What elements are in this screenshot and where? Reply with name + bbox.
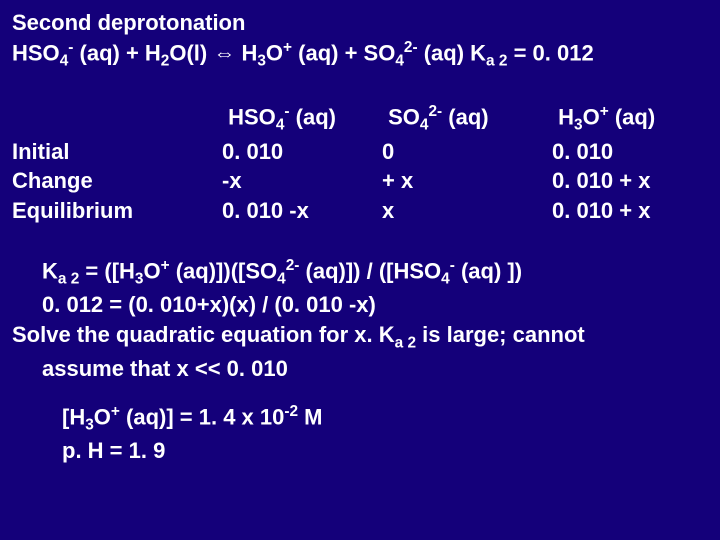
ice-row-change: Change -x + x 0. 010 + x xyxy=(12,166,708,196)
equation: HSO4- (aq) + H2O(l) ⇔ H3O+ (aq) + SO42- … xyxy=(12,38,708,73)
title: Second deprotonation xyxy=(12,8,708,38)
ice-row-initial: Initial 0. 010 0 0. 010 xyxy=(12,137,708,167)
result-concentration: [H3O+ (aq)] = 1. 4 x 10-2 M xyxy=(12,402,708,437)
solve-note: Solve the quadratic equation for x. Ka 2… xyxy=(12,320,708,354)
slide: Second deprotonation HSO4- (aq) + H2O(l)… xyxy=(0,0,720,540)
solve-note-2: assume that x << 0. 010 xyxy=(12,354,708,384)
ice-header: HSO4- (aq) SO42- (aq) H3O+ (aq) xyxy=(12,102,708,137)
result-ph: p. H = 1. 9 xyxy=(12,436,708,466)
ice-row-equilibrium: Equilibrium 0. 010 -x x 0. 010 + x xyxy=(12,196,708,226)
ka-expression: Ka 2 = ([H3O+ (aq)])([SO42- (aq)]) / ([H… xyxy=(12,256,708,291)
ka-numeric: 0. 012 = (0. 010+x)(x) / (0. 010 -x) xyxy=(12,290,708,320)
